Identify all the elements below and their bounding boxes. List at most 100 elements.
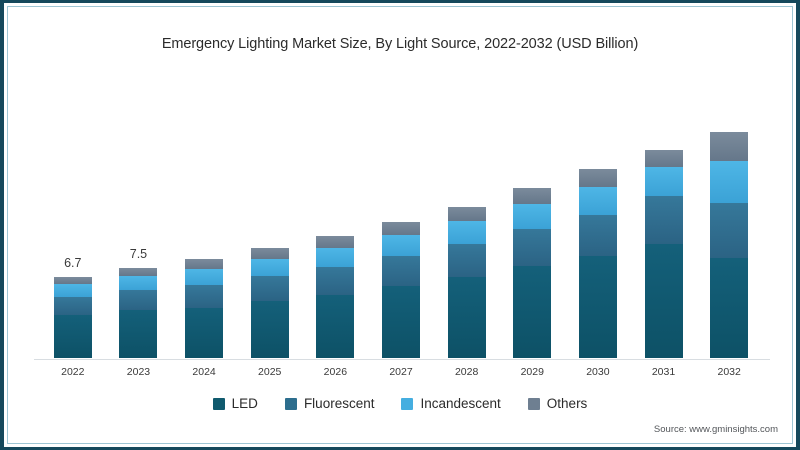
bar-segment-led[interactable] <box>382 286 420 358</box>
bar-segment-fluorescent[interactable] <box>578 215 617 256</box>
bar-segment-fluorescent[interactable] <box>710 203 749 258</box>
stacked-bar[interactable] <box>447 207 486 358</box>
x-axis-tick-label: 2027 <box>389 366 413 378</box>
source-attribution: Source: www.gminsights.com <box>653 424 778 435</box>
bar-value-label: 7.5 <box>129 247 148 261</box>
legend-label: Fluorescent <box>303 396 375 411</box>
legend-item-others[interactable]: Others <box>527 396 588 411</box>
stacked-bar[interactable] <box>185 259 224 358</box>
bar-segment-fluorescent[interactable] <box>644 196 683 244</box>
bar-segment-fluorescent[interactable] <box>250 276 289 301</box>
stacked-bar[interactable] <box>316 236 355 358</box>
bar-segment-others[interactable] <box>447 207 486 221</box>
bar-segment-led[interactable] <box>578 256 617 358</box>
stacked-bar[interactable] <box>119 268 158 358</box>
stacked-bar[interactable] <box>513 188 552 358</box>
bar-segment-others[interactable] <box>316 236 355 248</box>
bar-segment-incandescent[interactable] <box>185 269 224 285</box>
frame-border-right <box>796 0 800 450</box>
bar-segment-others[interactable] <box>53 277 92 284</box>
bar-segment-incandescent[interactable] <box>578 187 617 215</box>
bar-segment-others[interactable] <box>185 259 224 269</box>
bar-group[interactable] <box>53 277 92 358</box>
legend-item-incandescent[interactable]: Incandescent <box>401 396 501 411</box>
frame-inner-line-left <box>7 6 8 444</box>
legend-swatch-fluorescent-icon <box>284 397 297 410</box>
bar-segment-fluorescent[interactable] <box>185 285 224 308</box>
bar-segment-others[interactable] <box>644 150 683 167</box>
legend-item-fluorescent[interactable]: Fluorescent <box>284 396 375 411</box>
bar-segment-fluorescent[interactable] <box>53 297 92 315</box>
bar-segment-led[interactable] <box>316 295 355 358</box>
legend-label: Others <box>546 396 588 411</box>
bar-segment-fluorescent[interactable] <box>119 290 158 310</box>
x-axis-tick-label: 2030 <box>586 366 610 378</box>
bar-segment-incandescent[interactable] <box>119 276 158 290</box>
legend-item-led[interactable]: LED <box>212 396 258 411</box>
bar-segment-led[interactable] <box>119 310 158 358</box>
bar-group[interactable] <box>578 169 617 358</box>
stacked-bar[interactable] <box>53 277 92 358</box>
x-axis-line <box>34 359 770 360</box>
legend-label: LED <box>231 396 258 411</box>
legend-swatch-incandescent-icon <box>401 397 414 410</box>
stacked-bar[interactable] <box>382 222 420 358</box>
frame-border-top <box>0 0 800 3</box>
chart-legend: LED Fluorescent Incandescent Others <box>0 396 800 411</box>
bar-segment-led[interactable] <box>447 277 486 358</box>
bar-segment-incandescent[interactable] <box>53 284 92 297</box>
legend-swatch-others-icon <box>527 397 540 410</box>
bar-group[interactable] <box>185 259 224 358</box>
bar-group[interactable] <box>382 222 420 358</box>
bar-segment-incandescent[interactable] <box>382 235 420 256</box>
bar-segment-incandescent[interactable] <box>710 161 749 203</box>
bar-segment-others[interactable] <box>710 132 749 161</box>
stacked-bar[interactable] <box>644 150 683 358</box>
bar-group[interactable] <box>316 236 355 358</box>
bar-segment-others[interactable] <box>382 222 420 235</box>
bar-group[interactable] <box>250 248 289 358</box>
legend-swatch-led-icon <box>212 397 225 410</box>
bar-group[interactable] <box>119 268 158 358</box>
bar-segment-fluorescent[interactable] <box>447 244 486 277</box>
bar-group[interactable] <box>710 132 749 358</box>
bar-group[interactable] <box>447 207 486 358</box>
bar-segment-led[interactable] <box>513 266 552 358</box>
legend-label: Incandescent <box>420 396 501 411</box>
bar-segment-incandescent[interactable] <box>316 248 355 267</box>
bar-segment-others[interactable] <box>119 268 158 276</box>
x-axis-tick-label: 2023 <box>126 366 151 378</box>
frame-border-left <box>0 0 4 450</box>
bar-segment-fluorescent[interactable] <box>513 229 552 266</box>
x-axis-tick-label: 2031 <box>651 366 676 378</box>
x-axis-tick-label: 2024 <box>192 366 216 378</box>
bar-segment-fluorescent[interactable] <box>382 256 420 286</box>
bar-segment-fluorescent[interactable] <box>316 267 355 295</box>
stacked-bar[interactable] <box>710 132 749 358</box>
bar-segment-led[interactable] <box>250 301 289 358</box>
bar-segment-others[interactable] <box>513 188 552 204</box>
bar-segment-incandescent[interactable] <box>447 221 486 244</box>
x-axis-tick-label: 2028 <box>454 366 479 378</box>
bar-segment-others[interactable] <box>578 169 617 187</box>
frame-border-bottom <box>0 447 800 450</box>
x-axis-tick-label: 2032 <box>717 366 741 378</box>
bar-segment-led[interactable] <box>53 315 92 358</box>
chart-title: Emergency Lighting Market Size, By Light… <box>161 36 639 52</box>
bar-segment-led[interactable] <box>644 244 683 358</box>
stacked-bar[interactable] <box>578 169 617 358</box>
stacked-bar[interactable] <box>250 248 289 358</box>
bar-segment-led[interactable] <box>710 258 749 358</box>
bar-segment-incandescent[interactable] <box>644 167 683 196</box>
bar-segment-led[interactable] <box>185 308 224 358</box>
bar-segment-incandescent[interactable] <box>250 259 289 276</box>
bar-segment-incandescent[interactable] <box>513 204 552 229</box>
frame-inner-line-top <box>7 6 793 7</box>
bar-segment-others[interactable] <box>250 248 289 259</box>
x-axis-tick-label: 2026 <box>323 366 348 378</box>
bar-value-label: 6.7 <box>64 256 82 270</box>
frame-inner-line-right <box>792 6 793 444</box>
bar-group[interactable] <box>644 150 683 358</box>
bar-group[interactable] <box>513 188 552 358</box>
